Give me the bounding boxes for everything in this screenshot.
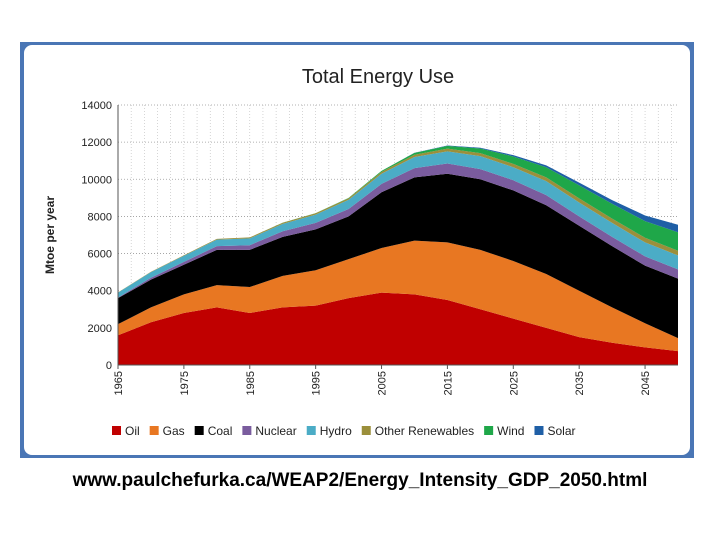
chart-panel: Total Energy Use 0 2000 4000 6000 8000 10000 12…: [24, 45, 690, 455]
y-tick-label: 10000: [81, 174, 112, 186]
area-gas: [118, 240, 678, 352]
x-tick-label: 1995: [311, 371, 323, 395]
legend-label: Wind: [497, 424, 524, 438]
legend-label: Hydro: [320, 424, 352, 438]
legend-label: Coal: [208, 424, 233, 438]
legend-label: Gas: [163, 424, 185, 438]
legend-label: Oil: [125, 424, 140, 438]
y-tick-label: 8000: [88, 211, 112, 223]
x-tick-label: 1975: [179, 371, 191, 395]
legend-swatch-wind: [484, 426, 494, 435]
legend-label: Other Renewables: [375, 424, 474, 438]
legend-swatch-solar: [534, 426, 544, 435]
y-tick-label: 6000: [88, 249, 112, 261]
legend-label: Nuclear: [255, 424, 296, 438]
legend-swatch-oil: [112, 426, 121, 435]
legend-swatch-hydro: [306, 426, 316, 435]
x-tick-label: 2015: [442, 371, 454, 395]
total-energy-chart: Total Energy Use 0 2000 4000 6000 8000 10000 12…: [43, 66, 678, 438]
source-url[interactable]: www.paulchefurka.ca/WEAP2/Energy_Intensi…: [72, 470, 648, 491]
area-coal: [118, 173, 678, 339]
chart-title: Total Energy Use: [302, 66, 454, 88]
x-tick-label: 2035: [574, 371, 586, 395]
y-tick-label: 14000: [81, 100, 112, 112]
x-tick-label: 2025: [508, 371, 520, 395]
area-oil: [118, 292, 678, 365]
y-tick-label: 4000: [88, 286, 112, 298]
y-axis-label: Mtoe per year: [43, 196, 57, 274]
y-tick-label: 12000: [81, 137, 112, 149]
legend-swatch-other-renewables: [361, 426, 371, 435]
x-tick-label: 2045: [640, 371, 652, 395]
y-tick-label: 0: [106, 360, 112, 372]
area-hydro: [118, 151, 678, 298]
x-tick-label: 1985: [245, 371, 257, 395]
x-tick-label: 2005: [377, 371, 389, 395]
legend-swatch-nuclear: [242, 426, 252, 435]
area-nuclear: [118, 163, 678, 299]
legend-label: Solar: [547, 424, 575, 438]
x-tick-label: 1965: [113, 371, 125, 395]
legend-swatch-gas: [149, 426, 159, 435]
y-tick-label: 2000: [88, 323, 112, 335]
legend-swatch-coal: [194, 426, 204, 435]
